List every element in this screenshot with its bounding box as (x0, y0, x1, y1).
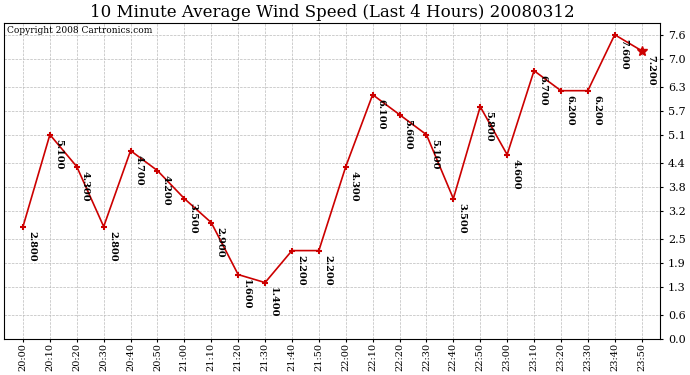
Text: 5.100: 5.100 (54, 139, 63, 170)
Text: 3.500: 3.500 (457, 203, 466, 233)
Text: Copyright 2008 Cartronics.com: Copyright 2008 Cartronics.com (8, 26, 152, 35)
Text: 5.100: 5.100 (431, 139, 440, 170)
Text: 6.200: 6.200 (592, 95, 601, 126)
Text: 7.600: 7.600 (619, 39, 628, 69)
Text: 2.900: 2.900 (215, 227, 224, 257)
Text: 4.300: 4.300 (81, 171, 90, 201)
Text: 6.700: 6.700 (538, 75, 547, 105)
Text: 2.200: 2.200 (323, 255, 332, 285)
Text: 4.700: 4.700 (135, 155, 144, 186)
Text: 5.600: 5.600 (404, 119, 413, 150)
Title: 10 Minute Average Wind Speed (Last 4 Hours) 20080312: 10 Minute Average Wind Speed (Last 4 Hou… (90, 4, 575, 21)
Text: 3.500: 3.500 (188, 203, 197, 233)
Text: 4.300: 4.300 (350, 171, 359, 201)
Text: 4.600: 4.600 (511, 159, 520, 189)
Text: 7.200: 7.200 (646, 55, 655, 86)
Text: 2.200: 2.200 (296, 255, 305, 285)
Text: 6.100: 6.100 (377, 99, 386, 129)
Text: 2.800: 2.800 (27, 231, 36, 261)
Text: 5.800: 5.800 (484, 111, 493, 141)
Text: 6.200: 6.200 (565, 95, 574, 126)
Text: 1.400: 1.400 (269, 287, 278, 317)
Text: 4.200: 4.200 (161, 175, 170, 206)
Text: 2.800: 2.800 (108, 231, 117, 261)
Text: 1.600: 1.600 (242, 279, 251, 309)
